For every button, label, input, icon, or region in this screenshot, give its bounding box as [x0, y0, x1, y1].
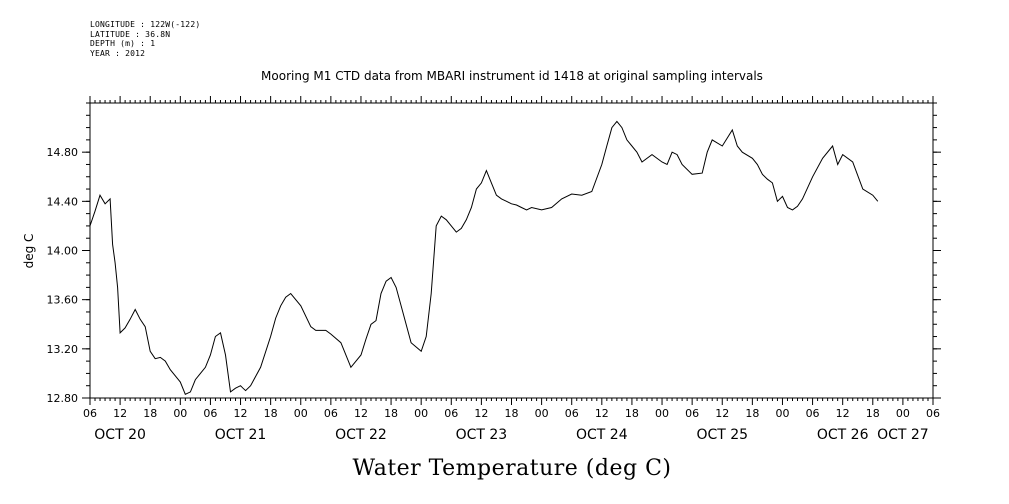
y-tick-label: 14.80	[47, 146, 79, 159]
x-hour-label: 06	[83, 407, 97, 420]
x-hour-label: 12	[113, 407, 127, 420]
latitude-text: LATITUDE : 36.8N	[90, 29, 171, 39]
y-tick-label: 12.80	[47, 392, 79, 405]
x-hour-label: 06	[444, 407, 458, 420]
x-hour-label: 06	[565, 407, 579, 420]
x-hour-label: 00	[294, 407, 308, 420]
x-hour-label: 00	[535, 407, 549, 420]
x-day-label: OCT 26	[817, 427, 869, 443]
x-hour-label: 06	[324, 407, 338, 420]
x-day-label: OCT 24	[576, 427, 628, 443]
plot-frame	[89, 102, 934, 399]
x-hour-label: 18	[384, 407, 398, 420]
y-tick-label: 14.00	[47, 245, 79, 258]
x-hour-label: 00	[896, 407, 910, 420]
x-axis-title: Water Temperature (deg C)	[353, 456, 672, 481]
x-hour-label: 12	[715, 407, 729, 420]
y-tick-label: 13.60	[47, 294, 79, 307]
y-axis-label: deg C	[22, 234, 36, 269]
x-hour-label: 18	[625, 407, 639, 420]
x-hour-label: 18	[745, 407, 759, 420]
x-hour-label: 00	[173, 407, 187, 420]
x-hour-label: 00	[775, 407, 789, 420]
y-tick-label: 14.40	[47, 195, 79, 208]
temperature-series-line	[89, 120, 879, 395]
x-hour-label: 18	[264, 407, 278, 420]
year-text: YEAR : 2012	[90, 48, 146, 58]
y-tick-label: 13.20	[47, 343, 79, 356]
depth-text: DEPTH (m) : 1	[90, 39, 156, 48]
x-day-label: OCT 23	[456, 427, 508, 443]
x-hour-label: 06	[203, 407, 217, 420]
x-day-label: OCT 25	[696, 427, 748, 443]
x-hour-label: 12	[595, 407, 609, 420]
x-hour-label: 18	[143, 407, 157, 420]
x-hour-label: 00	[414, 407, 428, 420]
x-hour-label: 12	[354, 407, 368, 420]
x-hour-label: 18	[505, 407, 519, 420]
x-hour-label: 12	[836, 407, 850, 420]
metadata-block: LONGITUDE : 122W(-122) LATITUDE : 36.8N …	[90, 20, 200, 58]
x-hour-label: 06	[685, 407, 699, 420]
x-day-label: OCT 21	[215, 427, 267, 443]
y-axis: 12.80 13.20 13.60 14.00 14.40 14.80	[47, 102, 941, 405]
x-hour-label: 12	[474, 407, 488, 420]
x-hour-label: 00	[655, 407, 669, 420]
x-hour-label: 12	[234, 407, 248, 420]
x-day-label: OCT 20	[94, 427, 146, 443]
chart-title: Mooring M1 CTD data from MBARI instrumen…	[261, 69, 763, 83]
x-hour-label: 18	[866, 407, 880, 420]
longitude-text: LONGITUDE : 122W(-122)	[90, 20, 201, 29]
x-day-label: OCT 22	[335, 427, 387, 443]
x-day-label: OCT 27	[877, 427, 929, 443]
x-hour-label: 06	[926, 407, 940, 420]
x-hour-label: 06	[806, 407, 820, 420]
x-axis: 06 12 18 00 06 12 18 00 06 12 18 00 06 12 18 00 06 12 18 00…	[83, 96, 940, 443]
